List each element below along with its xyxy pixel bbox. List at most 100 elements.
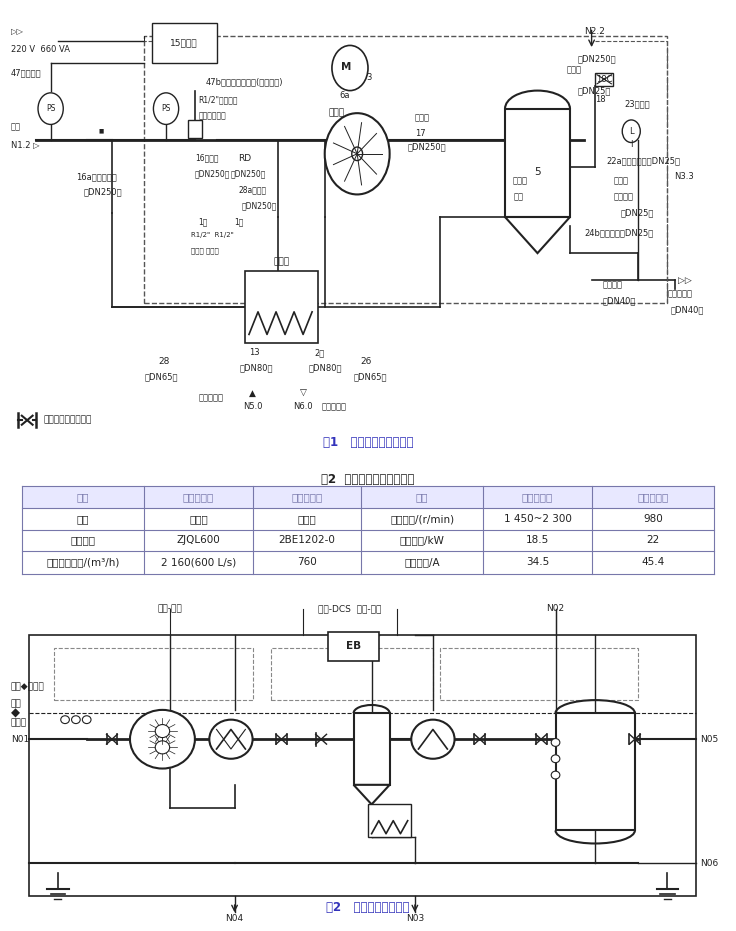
Text: 980: 980 [643, 514, 663, 524]
Text: 液环泵: 液环泵 [297, 514, 316, 524]
Bar [22, 486, 144, 508]
Text: 真空泵: 真空泵 [328, 109, 344, 117]
Text: 简称: 简称 [77, 514, 89, 524]
Bar [440, 648, 639, 700]
Text: N1.2 ▷: N1.2 ▷ [11, 141, 40, 149]
Text: 2 160(600 L/s): 2 160(600 L/s) [161, 558, 236, 567]
Text: 18C: 18C [596, 74, 612, 84]
Text: N06: N06 [700, 858, 718, 868]
Text: 28: 28 [159, 357, 170, 366]
Text: 客户-电控: 客户-电控 [158, 604, 182, 614]
Text: RD: RD [238, 154, 251, 163]
Text: 罗茨真空泵: 罗茨真空泵 [522, 492, 553, 502]
Circle shape [411, 720, 455, 759]
Text: （DN250）: （DN250） [231, 169, 266, 179]
Text: PS: PS [46, 104, 55, 114]
Text: 3: 3 [367, 73, 372, 82]
Text: 13: 13 [249, 348, 260, 357]
Circle shape [38, 93, 63, 125]
Bar [252, 486, 361, 508]
Text: N6.0: N6.0 [293, 402, 313, 412]
Text: ▷▷: ▷▷ [678, 276, 692, 285]
Bar [152, 23, 216, 63]
Text: 客户◆制造商: 客户◆制造商 [11, 682, 45, 692]
Text: 760: 760 [297, 558, 316, 567]
Text: 1）: 1） [235, 217, 244, 226]
Text: 1）: 1） [199, 217, 208, 226]
Text: R1/2"  R1/2": R1/2" R1/2" [191, 232, 234, 238]
Circle shape [82, 716, 91, 723]
Text: 规格型号: 规格型号 [71, 535, 96, 546]
Polygon shape [353, 785, 389, 804]
Text: 23液位计: 23液位计 [624, 100, 650, 109]
Text: 15控制箱: 15控制箱 [170, 39, 198, 47]
Text: 进气: 进气 [11, 122, 21, 131]
Text: 总排水管路: 总排水管路 [668, 290, 693, 298]
Circle shape [325, 114, 389, 195]
Text: L: L [629, 127, 634, 136]
Text: 图2   改造后真空系统图: 图2 改造后真空系统图 [326, 900, 410, 913]
Bar [188, 120, 202, 138]
Bar [353, 713, 389, 785]
Bar [29, 635, 696, 896]
Bar [328, 632, 379, 661]
Text: N05: N05 [700, 735, 718, 744]
Text: 设计转速/(r/min): 设计转速/(r/min) [390, 514, 454, 524]
Bar [144, 486, 252, 508]
Text: 罗茨真空泵: 罗茨真空泵 [183, 492, 214, 502]
Text: （DN250）: （DN250） [577, 55, 616, 63]
Text: N03: N03 [406, 914, 424, 923]
Bar [505, 109, 570, 217]
Text: ZJQL600: ZJQL600 [177, 535, 220, 546]
Text: 2BE1202-0: 2BE1202-0 [278, 535, 335, 546]
Text: 液环真空泵: 液环真空泵 [291, 492, 322, 502]
Text: 22a输入电磁阀（DN25）: 22a输入电磁阀（DN25） [606, 156, 680, 165]
Circle shape [551, 771, 560, 779]
Text: 额定电流/A: 额定电流/A [404, 558, 440, 567]
Circle shape [551, 738, 560, 747]
Text: （DN25）: （DN25） [620, 208, 654, 217]
Text: 冷却水出口: 冷却水出口 [321, 402, 346, 412]
Text: 手动球阀: 手动球阀 [602, 280, 623, 290]
Text: （DN80）: （DN80） [308, 364, 342, 372]
Text: 补水管路: 补水管路 [613, 192, 633, 201]
Text: 过滤器: 过滤器 [613, 176, 629, 185]
Text: 22: 22 [646, 535, 659, 546]
Circle shape [71, 716, 80, 723]
Text: （DN250）: （DN250） [241, 201, 277, 210]
Text: M: M [342, 62, 352, 72]
Bar [592, 486, 714, 508]
Text: （DN250）: （DN250） [83, 188, 121, 196]
Text: 2）: 2） [314, 348, 324, 357]
Polygon shape [505, 217, 570, 253]
Bar [368, 804, 411, 837]
Text: 24b手动球阀（DN25）: 24b手动球阀（DN25） [584, 228, 654, 237]
Circle shape [155, 741, 170, 754]
Text: （DN65）: （DN65） [144, 372, 178, 382]
Text: N04: N04 [225, 914, 244, 923]
Bar [245, 271, 317, 344]
Text: 16进气管: 16进气管 [195, 154, 219, 163]
Text: 16a系统控制阀: 16a系统控制阀 [76, 172, 116, 181]
Text: ▷▷: ▷▷ [11, 27, 24, 36]
Text: 1 450~2 300: 1 450~2 300 [503, 514, 571, 524]
Text: （DN80）: （DN80） [240, 364, 274, 372]
Text: 45.4: 45.4 [641, 558, 665, 567]
Text: R1/2"接真空表: R1/2"接真空表 [199, 95, 238, 104]
Circle shape [153, 93, 179, 125]
Text: （DN250）: （DN250） [195, 169, 230, 179]
Text: N5.0: N5.0 [243, 402, 262, 412]
Text: （DN40）: （DN40） [671, 305, 704, 314]
Text: 逆止阀: 逆止阀 [567, 66, 581, 74]
Text: 排气管: 排气管 [415, 114, 430, 122]
Text: 罗茨泵: 罗茨泵 [189, 514, 208, 524]
Circle shape [61, 716, 69, 723]
Text: 图1   改造前真空泵系统图: 图1 改造前真空泵系统图 [323, 437, 413, 450]
Text: 设计抽气速率/(m³/h): 设计抽气速率/(m³/h) [46, 558, 120, 567]
Text: 47b入口门压力开关(压差开关): 47b入口门压力开关(压差开关) [206, 77, 283, 86]
Text: 电机功率/kW: 电机功率/kW [400, 535, 445, 546]
Text: N01: N01 [11, 735, 29, 744]
Text: EB: EB [346, 641, 361, 652]
Text: N02: N02 [546, 604, 565, 614]
Bar [484, 486, 592, 508]
